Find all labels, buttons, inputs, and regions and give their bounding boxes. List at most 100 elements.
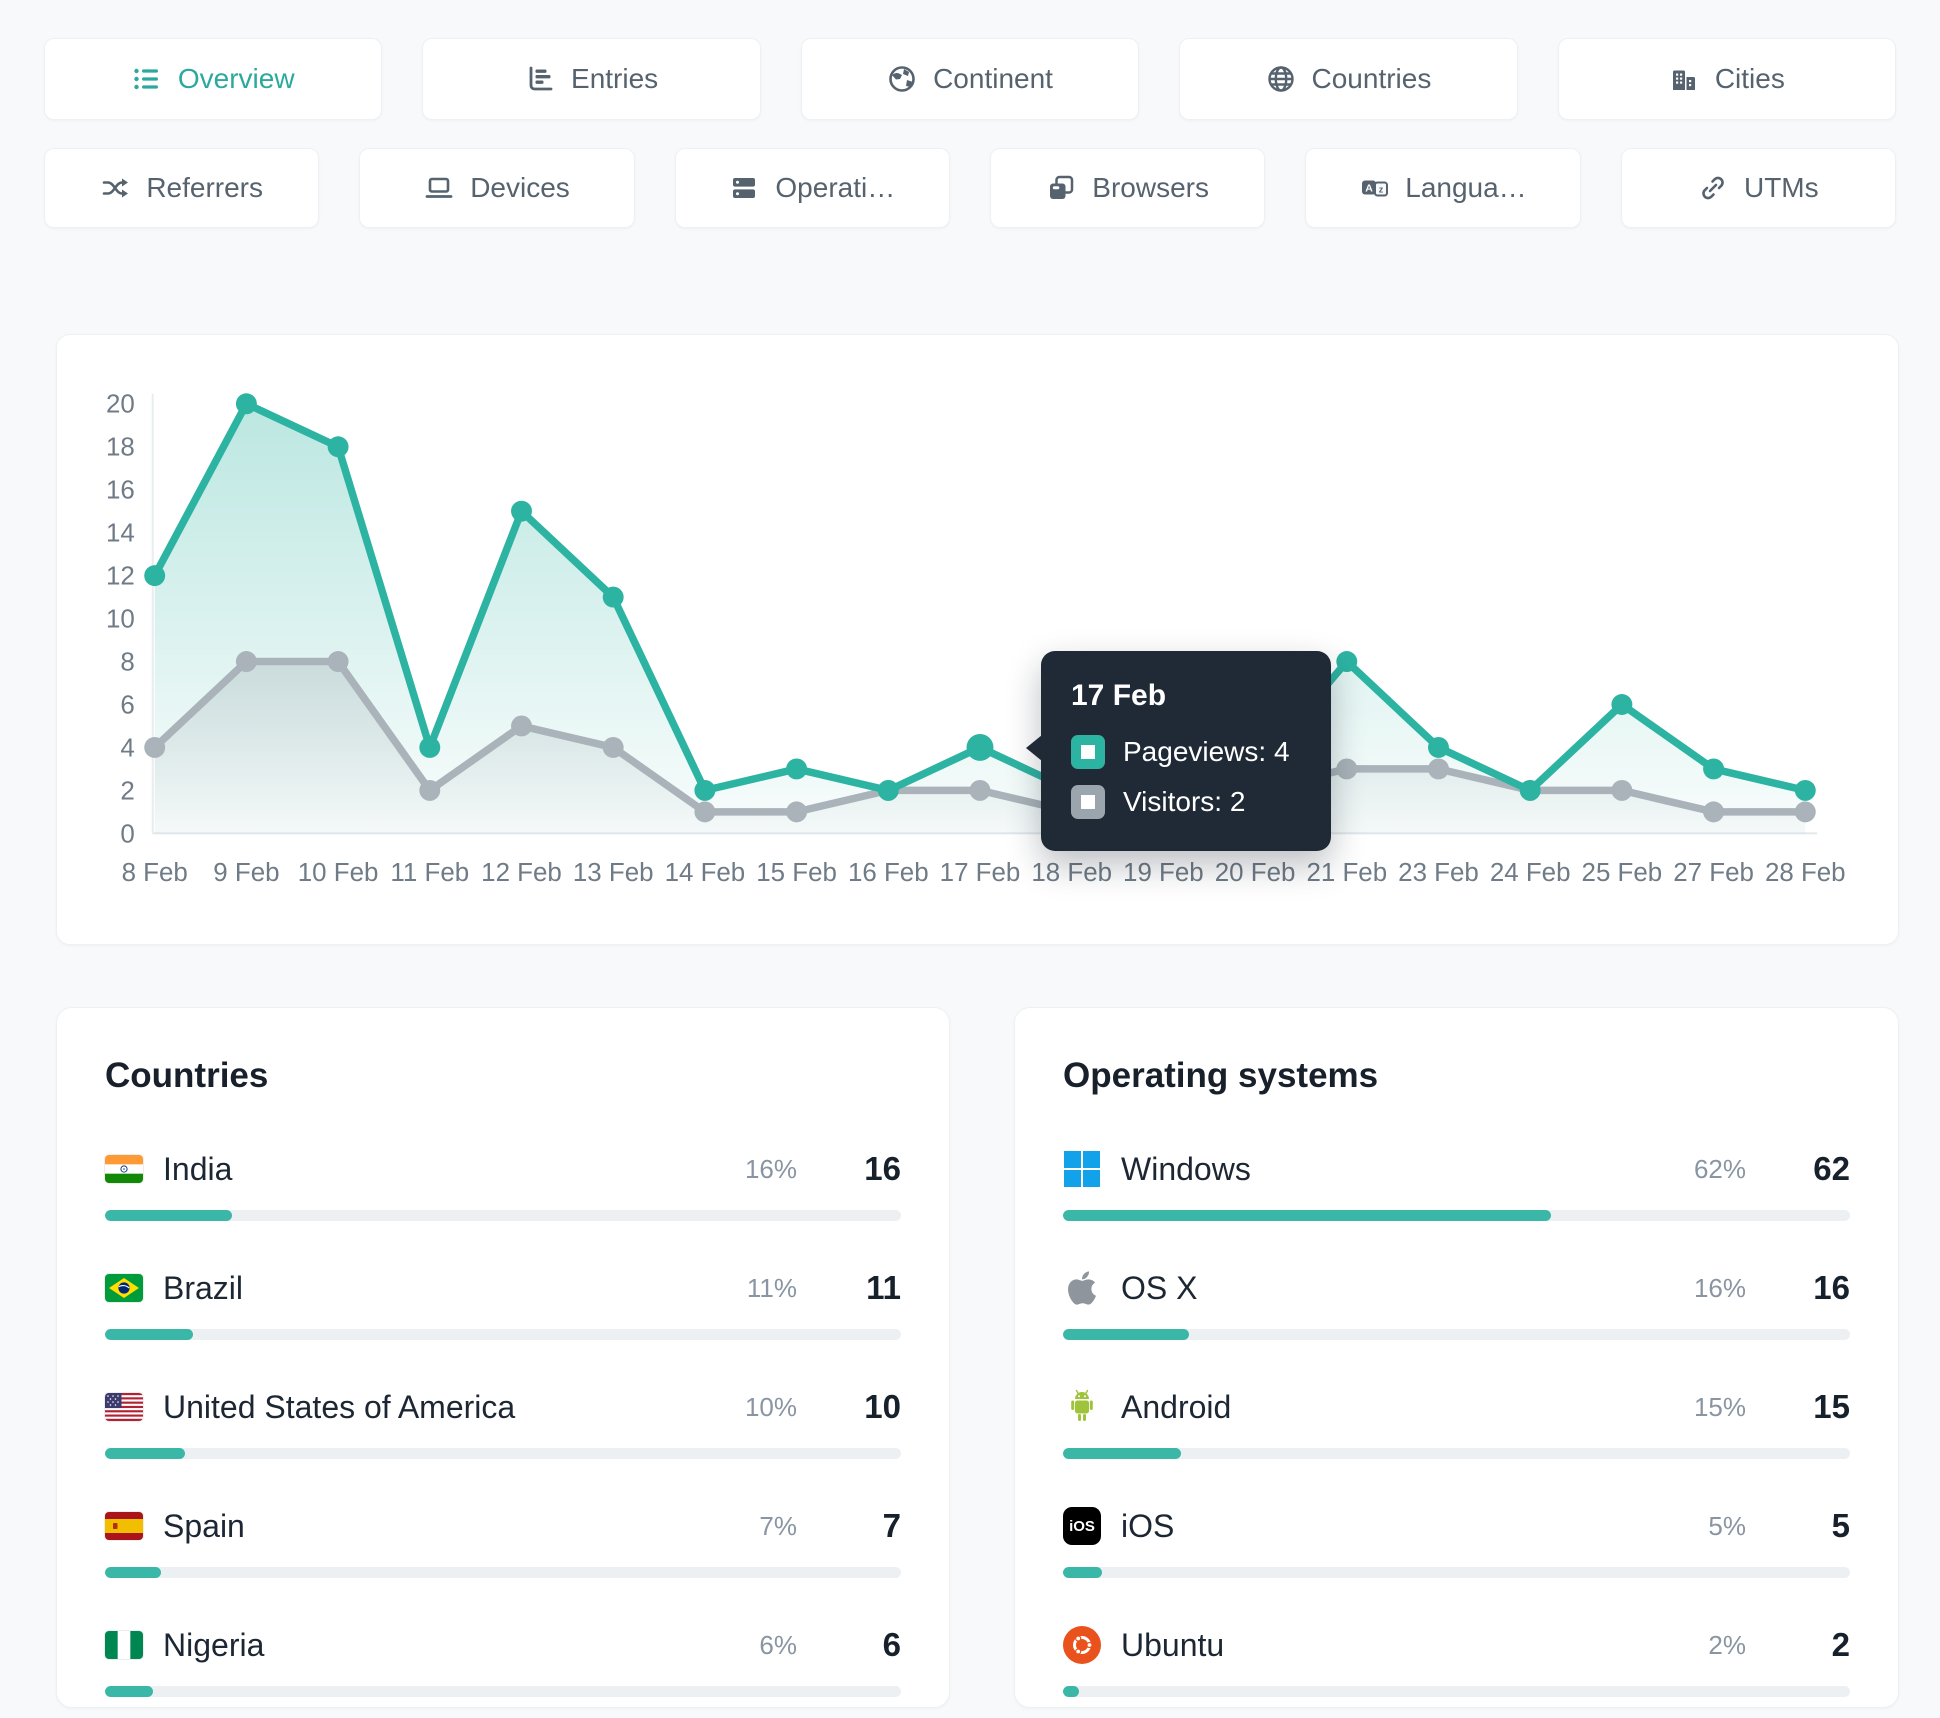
tab-operating-systems[interactable]: Operati… bbox=[674, 148, 950, 228]
tab-utms[interactable]: UTMs bbox=[1620, 148, 1896, 228]
visitors-point[interactable] bbox=[327, 651, 349, 672]
tab-label: Continent bbox=[933, 63, 1053, 94]
tooltip-date: 17 Feb bbox=[1071, 679, 1167, 712]
android-logo-icon bbox=[1063, 1388, 1101, 1426]
pageviews-visitors-chart[interactable]: 0 2 4 6 8 10 12 14 16 18 20 8 Feb 9 Feb 10 Feb 11 Feb 1… bbox=[57, 335, 1898, 944]
x-tick-label: 14 Feb bbox=[665, 859, 746, 887]
pageviews-point[interactable] bbox=[602, 586, 624, 608]
pageviews-point[interactable] bbox=[235, 393, 257, 415]
country-value: 10 bbox=[864, 1388, 901, 1425]
brazil-flag-icon bbox=[105, 1274, 143, 1302]
traffic-chart-card: 0 2 4 6 8 10 12 14 16 18 20 8 Feb 9 Feb 10 Feb 11 Feb 1… bbox=[56, 334, 1899, 945]
x-tick-label: 23 Feb bbox=[1398, 859, 1479, 887]
os-row-ubuntu: Ubuntu 2% 2 bbox=[1063, 1626, 1850, 1697]
visitors-point[interactable] bbox=[511, 715, 532, 737]
y-tick-label: 6 bbox=[120, 691, 134, 719]
country-name: United States of America bbox=[163, 1388, 516, 1425]
tooltip-pageviews-row: Pageviews: 4 bbox=[1071, 735, 1301, 769]
x-tick-label: 13 Feb bbox=[573, 859, 654, 887]
tab-label: UTMs bbox=[1743, 172, 1819, 203]
tab-cities[interactable]: Cities bbox=[1557, 38, 1897, 120]
pageviews-point[interactable] bbox=[327, 436, 349, 458]
pageviews-point[interactable] bbox=[966, 733, 994, 761]
tab-label: Browsers bbox=[1092, 172, 1209, 203]
os-percent: 2% bbox=[1708, 1629, 1746, 1660]
x-tick-label: 15 Feb bbox=[756, 859, 837, 887]
visitors-swatch-icon bbox=[1071, 785, 1105, 819]
x-tick-label: 20 Feb bbox=[1215, 859, 1296, 887]
progress-track bbox=[1063, 1686, 1850, 1697]
pageviews-point[interactable] bbox=[144, 565, 166, 587]
x-tick-label: 17 Feb bbox=[940, 859, 1021, 887]
os-percent: 15% bbox=[1693, 1391, 1746, 1422]
country-row-india: India 16% 16 bbox=[105, 1150, 901, 1221]
pageviews-point[interactable] bbox=[1519, 779, 1541, 801]
visitors-point[interactable] bbox=[1611, 779, 1633, 801]
country-percent: 6% bbox=[759, 1629, 797, 1660]
tab-continent[interactable]: Continent bbox=[800, 38, 1140, 120]
country-name: Nigeria bbox=[163, 1626, 265, 1663]
tab-entries[interactable]: Entries bbox=[422, 38, 761, 120]
chart-tooltip: 17 Feb Pageviews: 4 Visitors: 2 bbox=[1026, 651, 1331, 851]
visitors-point[interactable] bbox=[1336, 758, 1358, 780]
os-row-osx: OS X 16% 16 bbox=[1063, 1269, 1850, 1340]
pageviews-area-fill bbox=[154, 403, 1806, 834]
visitors-point[interactable] bbox=[786, 801, 808, 823]
pageviews-point[interactable] bbox=[1336, 651, 1358, 672]
pageviews-point[interactable] bbox=[419, 736, 441, 758]
visitors-point[interactable] bbox=[1794, 801, 1816, 823]
ios-logo-icon: iOS bbox=[1063, 1507, 1101, 1545]
visitors-point[interactable] bbox=[1703, 801, 1725, 823]
country-percent: 11% bbox=[746, 1272, 797, 1303]
pageviews-point[interactable] bbox=[786, 758, 808, 780]
visitors-point[interactable] bbox=[1428, 758, 1449, 780]
os-percent: 62% bbox=[1693, 1153, 1746, 1184]
country-value: 11 bbox=[866, 1269, 901, 1306]
shuffle-icon bbox=[103, 178, 129, 198]
os-value: 16 bbox=[1813, 1269, 1850, 1306]
pageviews-swatch-icon bbox=[1071, 735, 1105, 769]
os-value: 5 bbox=[1831, 1507, 1850, 1544]
progress-fill bbox=[1063, 1567, 1103, 1578]
x-tick-label: 25 Feb bbox=[1582, 859, 1663, 887]
visitors-point[interactable] bbox=[235, 651, 257, 672]
x-tick-label: 9 Feb bbox=[213, 859, 279, 887]
progress-track bbox=[105, 1686, 901, 1697]
country-name: Spain bbox=[163, 1507, 245, 1544]
os-name: Ubuntu bbox=[1121, 1626, 1225, 1663]
visitors-point[interactable] bbox=[419, 779, 441, 801]
x-tick-label: 11 Feb bbox=[390, 859, 469, 887]
tab-overview[interactable]: Overview bbox=[44, 38, 383, 120]
country-row-brazil: Brazil 11% 11 bbox=[105, 1269, 901, 1340]
os-name: Android bbox=[1121, 1388, 1232, 1425]
y-tick-label: 14 bbox=[106, 520, 135, 548]
spain-flag-icon bbox=[105, 1512, 143, 1540]
tab-browsers[interactable]: Browsers bbox=[989, 148, 1266, 228]
pageviews-point[interactable] bbox=[694, 779, 716, 801]
visitors-point[interactable] bbox=[694, 801, 716, 823]
visitors-point[interactable] bbox=[144, 736, 166, 758]
tab-referrers[interactable]: Referrers bbox=[44, 148, 320, 228]
progress-fill bbox=[1063, 1329, 1189, 1340]
browser-windows-icon bbox=[1050, 175, 1074, 199]
x-tick-label: 27 Feb bbox=[1673, 859, 1754, 887]
country-row-usa: United States of America 10% 10 bbox=[105, 1388, 901, 1459]
pageviews-point[interactable] bbox=[1794, 779, 1816, 801]
pageviews-point[interactable] bbox=[877, 779, 899, 801]
progress-fill bbox=[105, 1329, 193, 1340]
pageviews-point[interactable] bbox=[1428, 736, 1449, 758]
x-tick-label: 21 Feb bbox=[1306, 859, 1387, 887]
tab-devices[interactable]: Devices bbox=[359, 148, 635, 228]
progress-fill bbox=[1063, 1448, 1182, 1459]
pageviews-point[interactable] bbox=[1703, 758, 1725, 780]
pageviews-point[interactable] bbox=[1611, 694, 1633, 715]
os-value: 62 bbox=[1813, 1150, 1850, 1187]
x-tick-label: 8 Feb bbox=[122, 859, 188, 887]
pageviews-point[interactable] bbox=[511, 500, 532, 522]
tab-countries[interactable]: Countries bbox=[1179, 38, 1518, 120]
visitors-point[interactable] bbox=[602, 736, 624, 758]
y-tick-label: 20 bbox=[106, 391, 135, 419]
visitors-point[interactable] bbox=[969, 779, 991, 801]
